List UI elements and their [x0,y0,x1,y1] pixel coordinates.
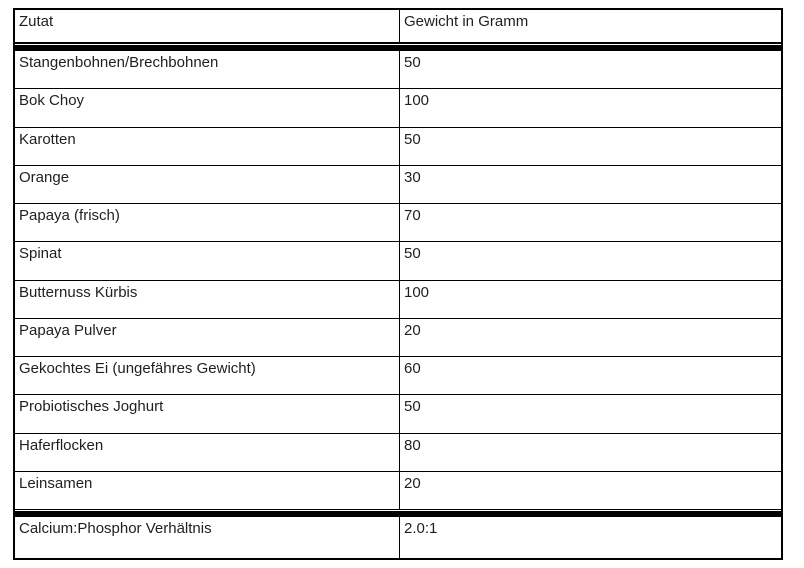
ingredient-cell: Leinsamen [15,471,400,509]
weight-cell: 70 [404,207,421,224]
weight-cell: 50 [404,130,421,148]
table-body: Stangenbohnen/Brechbohnen 50 Bok Choy 100 Ka… [15,51,781,510]
table-row: Probiotisches Joghurt 50 [15,395,781,434]
table-row: Karotten 50 [15,127,781,166]
table-row: Haferflocken 80 [15,433,781,472]
column-header-gewicht: Gewicht in Gramm [404,13,529,30]
ingredient-cell: Spinat [15,242,400,280]
ingredient-cell: Papaya Pulver [15,318,400,356]
thick-divider-bottom [15,511,781,517]
weight-cell: 100 [404,92,430,110]
weight-cell: 20 [404,474,421,492]
weight-cell: 50 [404,54,421,71]
ingredient-cell: Stangenbohnen/Brechbohnen [15,51,400,89]
table-row: Gekochtes Ei (ungefähres Gewicht) 60 [15,357,781,396]
table-footer-row: Calcium:Phosphor Verhältnis 2.0:1 [15,517,781,558]
footer-label-cell: Calcium:Phosphor Verhältnis [15,517,400,558]
table-row: Papaya Pulver 20 [15,318,781,357]
weight-cell: 30 [404,168,421,186]
table-row: Leinsamen 20 [15,471,781,510]
weight-cell: 100 [404,283,430,301]
table-row: Stangenbohnen/Brechbohnen 50 [15,51,781,90]
weight-cell: 60 [404,360,421,377]
table-row: Spinat 50 [15,242,781,281]
table-row: Orange 30 [15,165,781,204]
weight-cell: 50 [404,398,421,416]
footer-value-cell: 2.0:1 [404,520,438,537]
ingredient-cell: Probiotisches Joghurt [15,395,400,433]
table-row: Butternuss Kürbis 100 [15,280,781,319]
ingredient-cell: Gekochtes Ei (ungefähres Gewicht) [15,357,400,395]
ingredient-cell: Butternuss Kürbis [15,280,400,318]
ingredient-cell: Orange [15,165,400,203]
column-header-zutat: Zutat [15,10,400,42]
ingredient-cell: Bok Choy [15,89,400,127]
ingredients-table: Zutat Gewicht in Gramm Stangenbohnen/Bre… [13,8,783,560]
weight-cell: 20 [404,321,421,339]
table-header-row: Zutat Gewicht in Gramm [15,10,781,44]
ingredient-cell: Papaya (frisch) [15,204,400,242]
table-row: Bok Choy 100 [15,89,781,128]
ingredient-cell: Karotten [15,127,400,165]
weight-cell: 80 [404,436,421,454]
weight-cell: 50 [404,245,421,263]
table-row: Papaya (frisch) 70 [15,204,781,243]
thick-divider-top [15,45,781,51]
ingredient-cell: Haferflocken [15,433,400,471]
